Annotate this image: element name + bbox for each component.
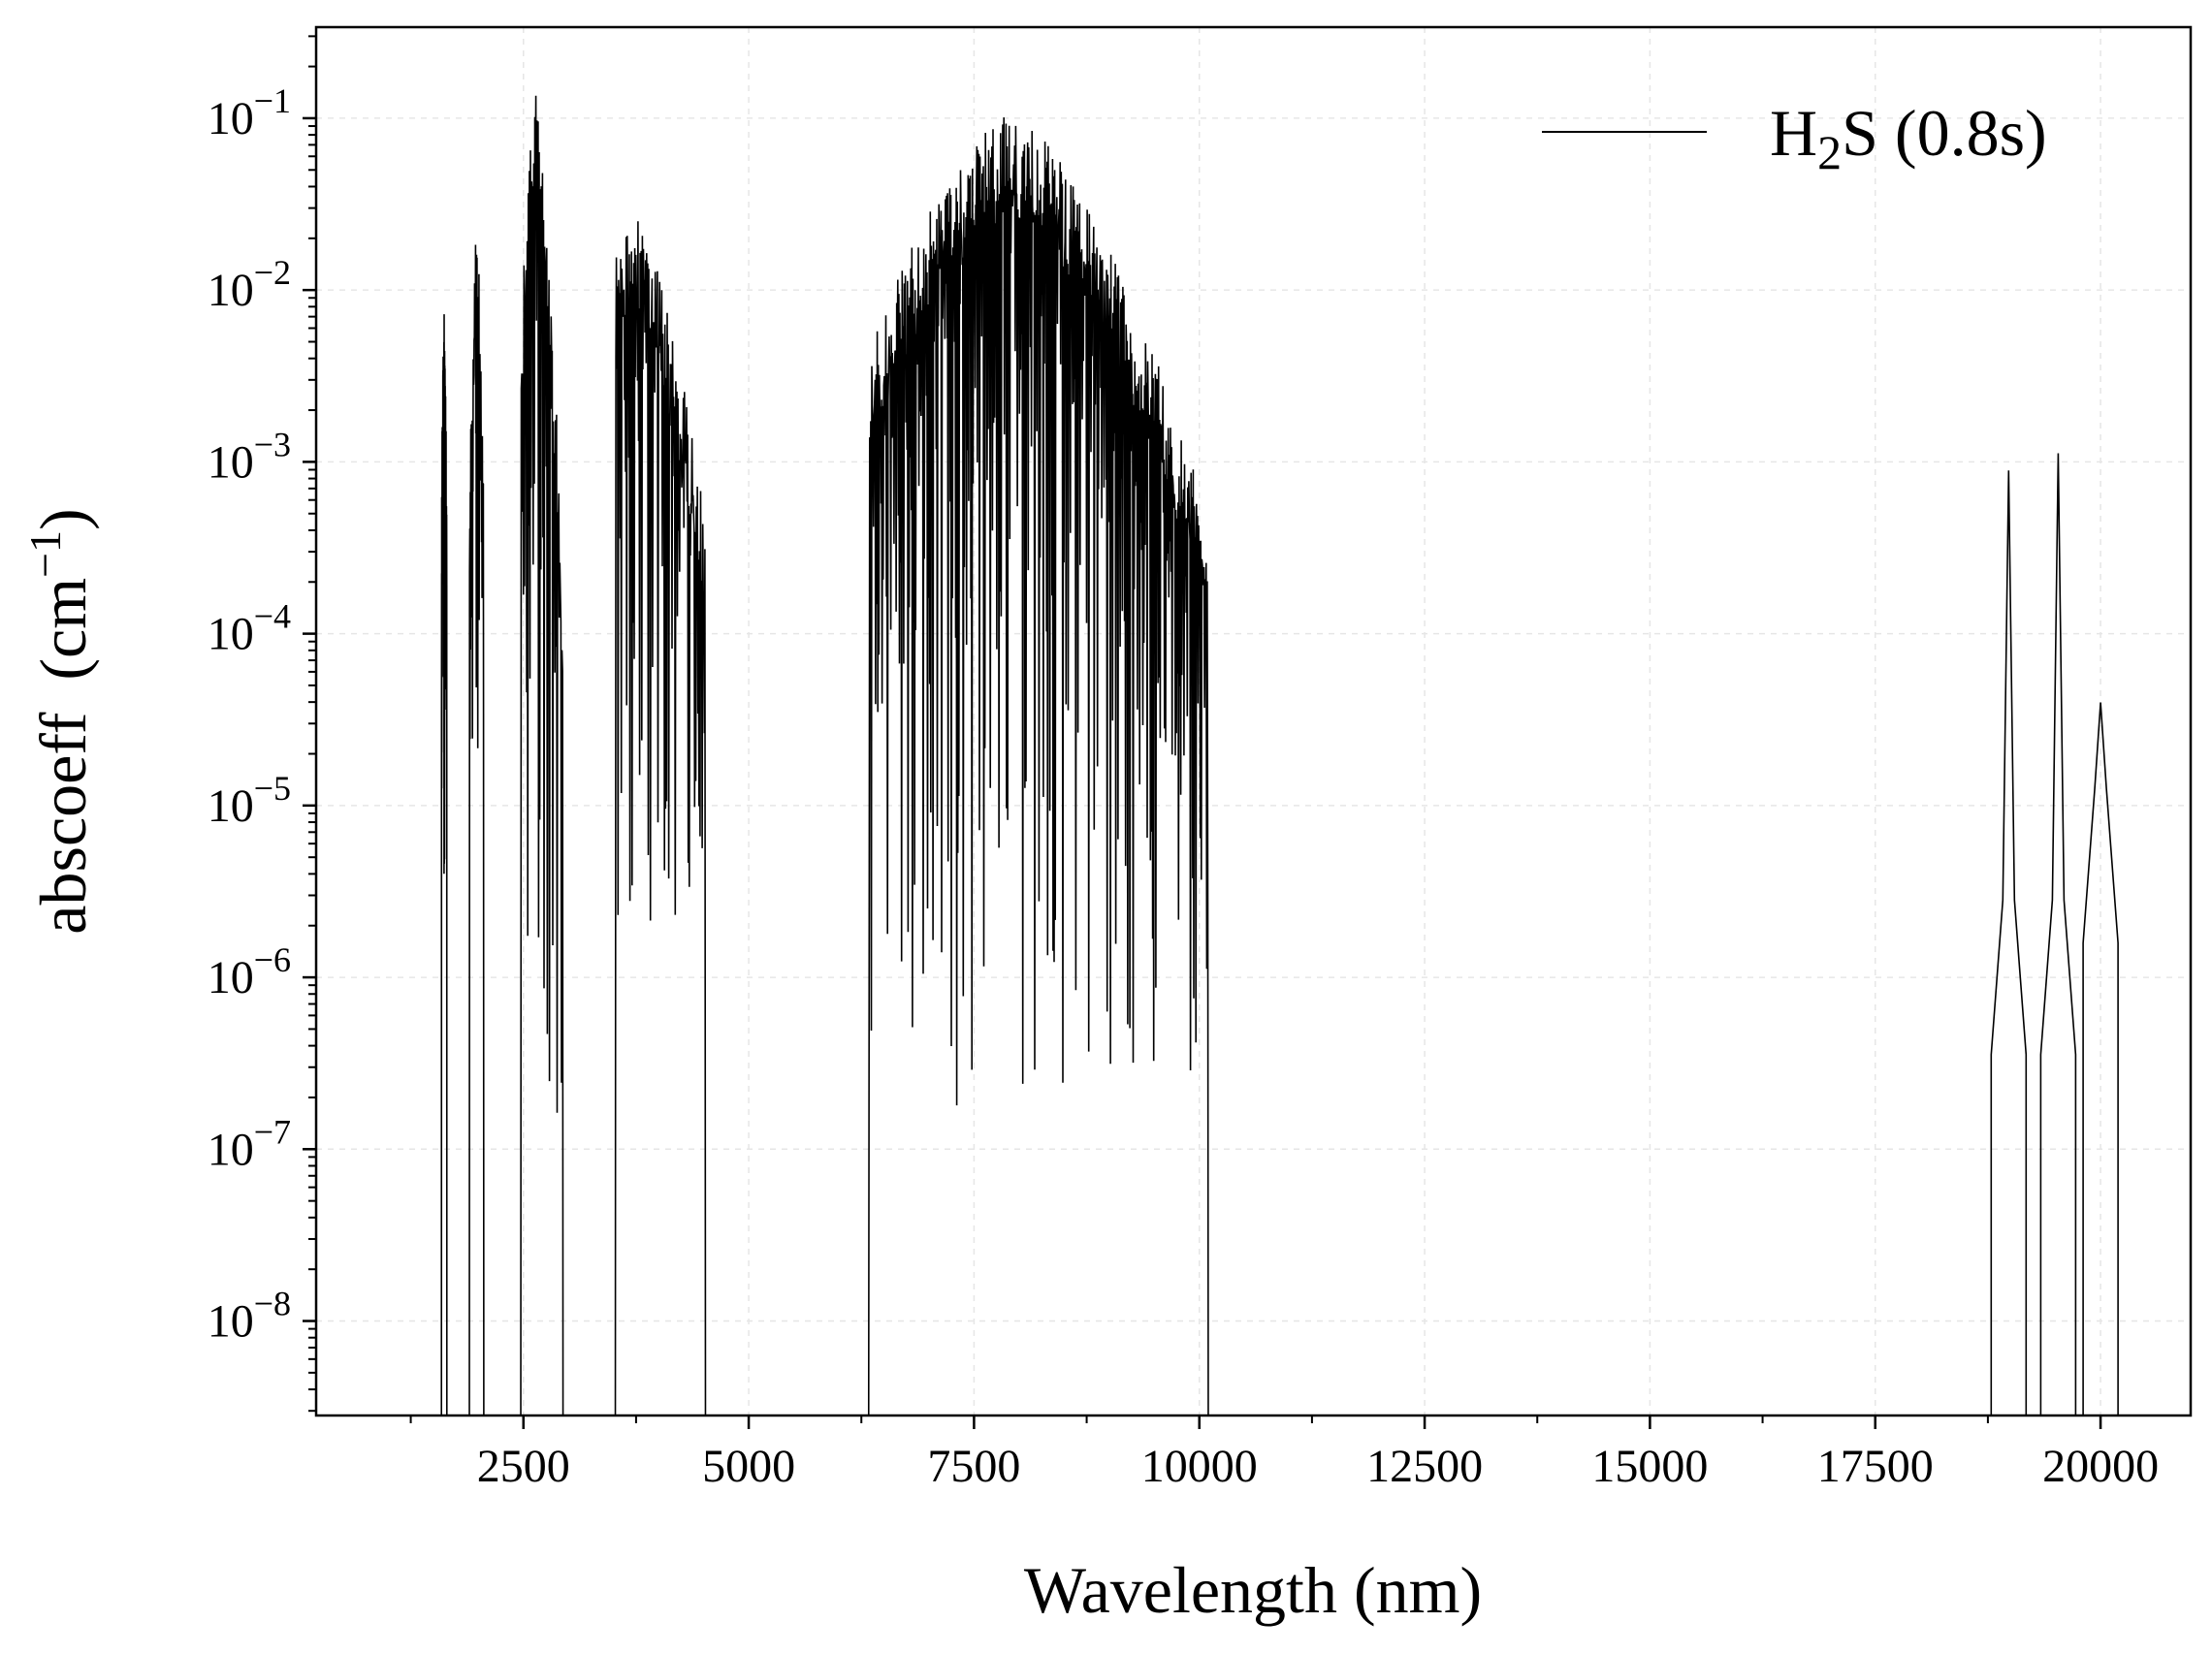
y-axis-title-main: abscoeff	[26, 712, 100, 934]
x-tick-label: 17500	[1817, 1441, 1934, 1492]
y-tick-label: 10−8	[208, 1285, 291, 1348]
series-sparse-line-0	[1990, 470, 2028, 1415]
y-axis-title-close: )	[26, 508, 100, 530]
x-tick-label: 15000	[1591, 1441, 1708, 1492]
y-tick-label: 10−6	[208, 940, 291, 1003]
y-tick-label: 10−7	[208, 1112, 291, 1175]
y-tick-label: 10−4	[208, 597, 291, 660]
series-band-3	[614, 221, 707, 1415]
series-sparse-line-1	[2039, 453, 2077, 1415]
series-band-4	[867, 117, 1209, 1415]
y-tick-label: 10−5	[208, 769, 291, 832]
plot-frame	[314, 25, 2193, 1417]
series-h2s	[440, 95, 2119, 1415]
y-tick-label: 10−1	[208, 81, 291, 144]
axis-ticks: 2500 5000 7500 10000 12500 15000 17500 20000 10−…	[208, 35, 2159, 1492]
y-axis-title: abscoeff (cm−1)	[20, 508, 100, 934]
series-band-0	[440, 314, 448, 1415]
x-tick-label: 12500	[1366, 1441, 1483, 1492]
y-tick-label: 10−3	[208, 425, 291, 488]
series-sparse-line-2	[2082, 702, 2119, 1415]
x-tick-label: 2500	[477, 1441, 570, 1492]
x-tick-label: 5000	[702, 1441, 795, 1492]
y-tick-label: 10−2	[208, 253, 291, 316]
grid-lines	[316, 27, 2191, 1415]
x-tick-label: 10000	[1141, 1441, 1258, 1492]
x-axis-title: Wavelength (nm)	[1024, 1553, 1482, 1627]
x-tick-label: 7500	[927, 1441, 1020, 1492]
series-band-2	[520, 95, 564, 1415]
series-band-1	[468, 244, 485, 1415]
y-axis-title-unit: (cm	[26, 578, 100, 681]
legend: H2S (0.8s)	[1542, 96, 2047, 179]
x-tick-label: 20000	[2042, 1441, 2159, 1492]
y-axis-title-exponent: −1	[20, 530, 70, 578]
legend-label: H2S (0.8s)	[1770, 96, 2047, 179]
